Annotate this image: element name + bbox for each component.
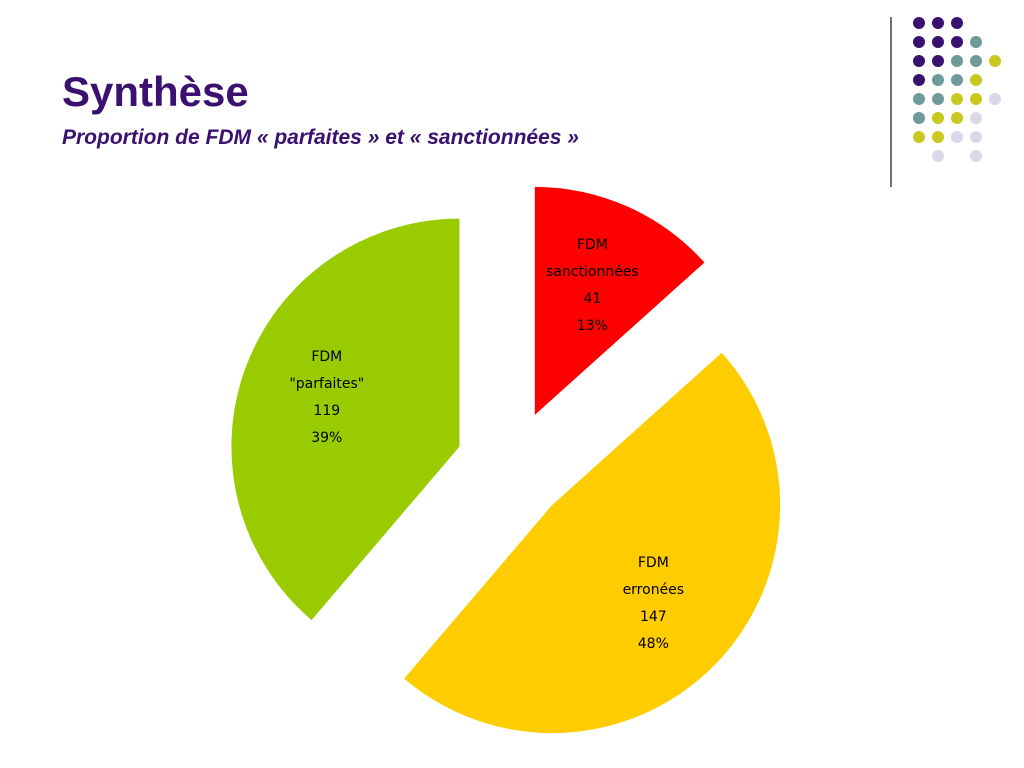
slice-value: 119 (313, 402, 341, 419)
slice-name: FDM erronées (622, 554, 685, 598)
slice-value: 147 (639, 608, 667, 625)
slice-name: FDM "parfaites" (289, 348, 365, 392)
pie-slice (231, 218, 460, 621)
dot-grid (913, 17, 1001, 162)
data-label: FDM erronées 147 48% (623, 550, 685, 658)
slice-percent: 48% (637, 635, 669, 652)
slice-name: FDM sanctionnées (546, 236, 639, 280)
data-label: FDM "parfaites" 119 39% (289, 344, 364, 452)
pie-slice (404, 352, 781, 734)
data-label: FDM sanctionnées 41 13% (546, 232, 639, 340)
slide-subtitle: Proportion de FDM « parfaites » et « san… (62, 126, 579, 149)
slice-percent: 39% (311, 429, 343, 446)
slice-percent: 13% (576, 317, 608, 334)
pie-slice (534, 186, 705, 415)
slice-value: 41 (583, 290, 602, 307)
slide-title: Synthèse (62, 68, 249, 115)
